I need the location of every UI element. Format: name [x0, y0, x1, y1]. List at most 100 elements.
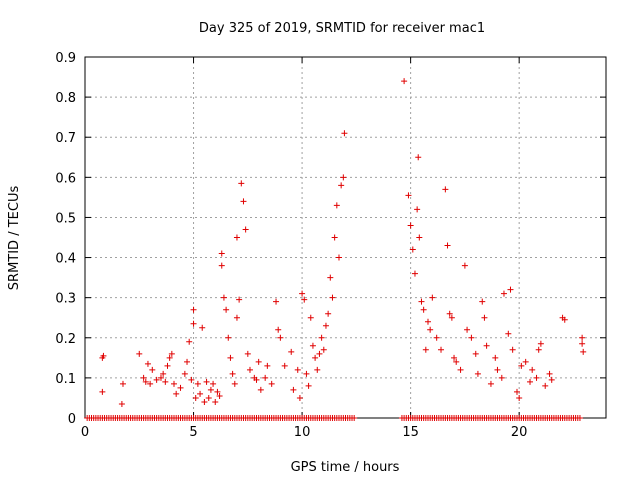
- data-point-29: [197, 390, 204, 397]
- y-tick-label-3: 0.3: [55, 292, 76, 307]
- data-point-19: [173, 390, 180, 397]
- data-point-49: [236, 296, 243, 303]
- data-point-41: [220, 294, 227, 301]
- data-point-89: [340, 174, 347, 181]
- data-point-25: [190, 306, 197, 313]
- data-point-35: [210, 380, 217, 387]
- data-point-137: [535, 346, 542, 353]
- data-point-92: [405, 192, 412, 199]
- data-point-126: [500, 290, 507, 297]
- data-point-129: [509, 346, 516, 353]
- y-tick-label-5: 0.5: [55, 211, 76, 226]
- data-point-26: [190, 320, 197, 327]
- data-point-74: [307, 314, 314, 321]
- data-point-108: [444, 242, 451, 249]
- data-point-113: [457, 366, 464, 373]
- data-point-130: [513, 388, 520, 395]
- data-point-131: [516, 394, 523, 401]
- data-point-63: [275, 326, 282, 333]
- data-points: [84, 78, 587, 421]
- data-point-95: [411, 270, 418, 277]
- data-point-105: [433, 334, 440, 341]
- data-point-136: [533, 374, 540, 381]
- data-point-68: [294, 366, 301, 373]
- data-point-101: [422, 346, 429, 353]
- data-point-112: [453, 358, 460, 365]
- data-point-30: [199, 324, 206, 331]
- data-point-93: [407, 222, 414, 229]
- data-point-65: [281, 362, 288, 369]
- data-point-69: [296, 394, 303, 401]
- data-point-119: [479, 298, 486, 305]
- data-point-52: [242, 226, 249, 233]
- data-point-135: [529, 366, 536, 373]
- data-point-90: [341, 130, 348, 137]
- x-tick-label-3: 15: [402, 425, 419, 440]
- data-point-103: [427, 326, 434, 333]
- y-tick-label-2: 0.2: [55, 332, 76, 347]
- data-point-47: [233, 234, 240, 241]
- x-tick-label-2: 10: [294, 425, 311, 440]
- data-point-110: [448, 314, 455, 321]
- y-tick-label-4: 0.4: [55, 252, 76, 267]
- data-point-51: [240, 198, 247, 205]
- data-point-97: [415, 154, 422, 161]
- data-point-71: [301, 296, 308, 303]
- data-point-22: [184, 358, 191, 365]
- data-point-33: [205, 394, 212, 401]
- data-point-85: [331, 234, 338, 241]
- data-point-132: [518, 362, 525, 369]
- data-point-12: [157, 374, 164, 381]
- data-point-86: [333, 202, 340, 209]
- data-point-61: [268, 380, 275, 387]
- data-point-100: [420, 306, 427, 313]
- data-point-17: [168, 350, 175, 357]
- tick-labels: 0 5 10 15 20 0 0.1 0.2 0.3 0.4 0.5 0.6 0.7 0.8 0.9: [55, 51, 527, 440]
- data-point-20: [177, 384, 184, 391]
- data-point-62: [273, 298, 280, 305]
- y-axis-label: SRMTID / TECUs: [7, 186, 22, 291]
- data-point-128: [507, 286, 514, 293]
- data-point-353: [576, 415, 583, 421]
- data-point-107: [442, 186, 449, 193]
- data-point-78: [316, 350, 323, 357]
- data-point-115: [464, 326, 471, 333]
- data-point-120: [481, 314, 488, 321]
- data-point-83: [327, 274, 334, 281]
- data-point-24: [188, 376, 195, 383]
- data-point-50: [238, 180, 245, 187]
- chart-title: Day 325 of 2019, SRMTID for receiver mac…: [199, 21, 485, 36]
- data-point-111: [451, 354, 458, 361]
- data-point-53: [244, 350, 251, 357]
- data-point-0: [99, 388, 106, 395]
- data-point-45: [229, 370, 236, 377]
- data-point-104: [429, 294, 436, 301]
- data-point-143: [561, 316, 568, 323]
- y-tick-label-6: 0.6: [55, 171, 76, 186]
- data-point-28: [194, 380, 201, 387]
- data-point-91: [401, 78, 408, 85]
- data-point-122: [487, 380, 494, 387]
- data-point-66: [288, 348, 295, 355]
- data-point-23: [186, 338, 193, 345]
- data-point-67: [290, 386, 297, 393]
- data-point-57: [255, 358, 262, 365]
- data-point-87: [335, 254, 342, 261]
- y-tick-label-8: 0.8: [55, 91, 76, 106]
- data-point-82: [325, 310, 332, 317]
- data-point-124: [494, 366, 501, 373]
- data-point-121: [483, 342, 490, 349]
- data-point-70: [299, 290, 306, 297]
- data-point-18: [171, 380, 178, 387]
- data-point-36: [212, 398, 219, 405]
- data-point-21: [181, 370, 188, 377]
- data-point-116: [468, 334, 475, 341]
- x-tick-label-1: 5: [189, 425, 197, 440]
- data-point-38: [216, 392, 223, 399]
- data-point-39: [218, 262, 225, 269]
- data-point-79: [318, 334, 325, 341]
- data-point-80: [320, 346, 327, 353]
- y-tick-label-0: 0: [68, 412, 76, 427]
- data-point-125: [498, 374, 505, 381]
